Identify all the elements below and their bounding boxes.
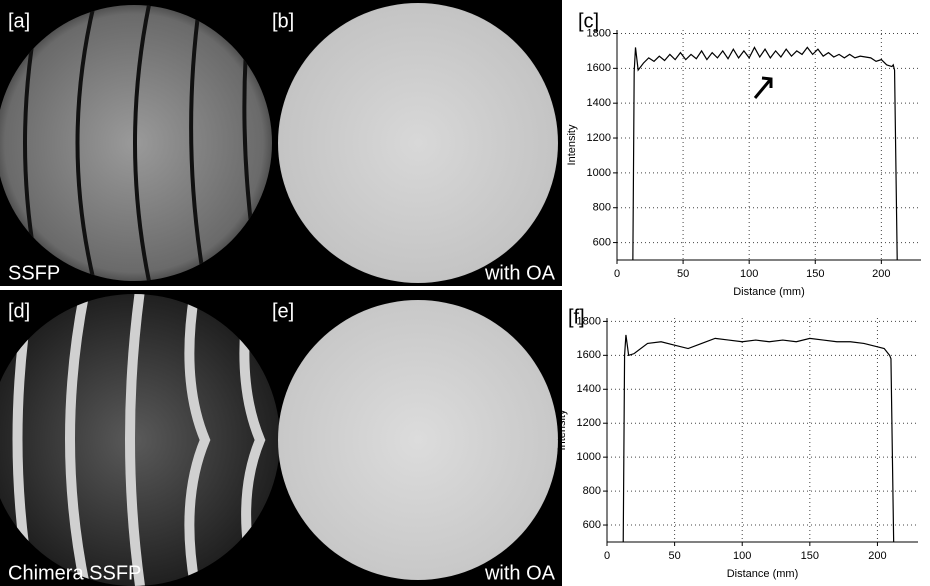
x-tick-label: 0 <box>614 268 620 280</box>
panel-caption: Chimera SSFP <box>8 562 141 584</box>
y-axis-label: Intensity <box>556 409 568 450</box>
y-tick-label: 800 <box>583 485 601 497</box>
x-tick-label: 150 <box>806 268 824 280</box>
panel-label: [e] <box>272 300 294 322</box>
y-axis-label: Intensity <box>566 124 578 165</box>
arrow-annotation <box>753 76 773 99</box>
panel-label: [a] <box>8 10 30 32</box>
y-tick-label: 800 <box>593 202 611 214</box>
panel-label: [c] <box>578 10 599 32</box>
panel-label: [d] <box>8 300 30 322</box>
x-tick-label: 200 <box>872 268 890 280</box>
y-tick-label: 1000 <box>577 451 601 463</box>
x-tick-label: 0 <box>604 550 610 562</box>
panel-caption: SSFP <box>8 262 60 284</box>
y-tick-label: 1800 <box>577 315 601 327</box>
x-tick-label: 100 <box>733 550 751 562</box>
profile-line <box>632 46 898 261</box>
y-tick-label: 1200 <box>587 132 611 144</box>
profile-line <box>622 334 895 543</box>
panel-label: [b] <box>272 10 294 32</box>
y-tick-label: 600 <box>593 236 611 248</box>
y-tick-label: 1600 <box>587 62 611 74</box>
x-tick-label: 50 <box>668 550 680 562</box>
y-tick-label: 1800 <box>587 27 611 39</box>
x-tick-label: 50 <box>677 268 689 280</box>
x-axis-label: Distance (mm) <box>733 286 805 298</box>
phantom-image <box>278 3 558 283</box>
panel-label: [f] <box>568 306 585 328</box>
x-tick-label: 200 <box>868 550 886 562</box>
y-tick-label: 1400 <box>577 383 601 395</box>
panel-caption: with OA <box>484 562 556 584</box>
x-axis-label: Distance (mm) <box>727 568 799 580</box>
x-tick-label: 150 <box>801 550 819 562</box>
x-tick-label: 100 <box>740 268 758 280</box>
phantom-image <box>278 300 558 580</box>
y-tick-label: 1400 <box>587 97 611 109</box>
y-tick-label: 1600 <box>577 349 601 361</box>
phantom-image <box>0 294 280 586</box>
panel-caption: with OA <box>484 262 556 284</box>
y-tick-label: 1000 <box>587 167 611 179</box>
y-tick-label: 600 <box>583 519 601 531</box>
y-tick-label: 1200 <box>577 417 601 429</box>
